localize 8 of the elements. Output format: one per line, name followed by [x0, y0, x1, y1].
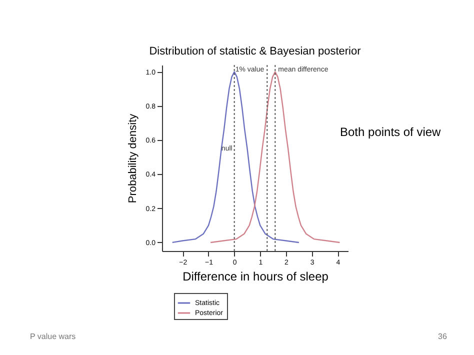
y-axis-title: Probability density	[126, 113, 139, 204]
text: P value wars	[30, 332, 76, 341]
x-axis-title: Difference in hours of sleep	[182, 270, 329, 284]
text: 36	[438, 332, 447, 341]
line-series	[210, 71, 340, 244]
line-series	[172, 71, 300, 244]
chart-title: Distribution of statistic & Bayesian posterior	[149, 46, 362, 58]
annotation: Both points of view	[340, 125, 441, 139]
